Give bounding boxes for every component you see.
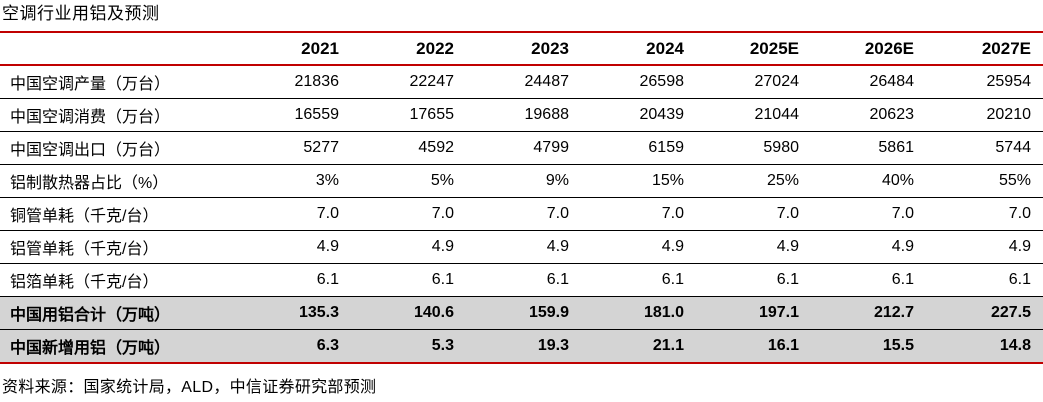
cell-value: 7.0: [801, 197, 916, 231]
cell-value: 181.0: [571, 296, 686, 330]
aluminum-forecast-table: 2021 2022 2023 2024 2025E 2026E 2027E 中国空调产量（万…: [0, 31, 1043, 364]
source-note: 资料来源：国家统计局，ALD，中信证券研究部预测: [2, 379, 377, 396]
cell-value: 20439: [571, 98, 686, 132]
cell-value: 55%: [916, 164, 1043, 198]
header-cell-year: 2027E: [916, 32, 1043, 66]
table-row: 铝管单耗（千克/台） 4.9 4.9 4.9 4.9 4.9 4.9 4.9: [0, 230, 1043, 264]
cell-value: 24487: [456, 65, 571, 99]
cell-value: 21836: [226, 65, 341, 99]
row-label: 中国空调产量（万台）: [0, 65, 226, 99]
cell-value: 15.5: [801, 329, 916, 364]
table-row: 铜管单耗（千克/台） 7.0 7.0 7.0 7.0 7.0 7.0 7.0: [0, 197, 1043, 231]
row-label: 中国空调消费（万台）: [0, 98, 226, 132]
cell-value: 7.0: [456, 197, 571, 231]
cell-value: 5.3: [341, 329, 456, 364]
cell-value: 27024: [686, 65, 801, 99]
cell-value: 6.1: [341, 263, 456, 297]
cell-value: 6.1: [456, 263, 571, 297]
cell-value: 3%: [226, 164, 341, 198]
cell-value: 19.3: [456, 329, 571, 364]
cell-value: 6.3: [226, 329, 341, 364]
row-label: 铝箔单耗（千克/台）: [0, 263, 226, 297]
cell-value: 25%: [686, 164, 801, 198]
table-row: 中国空调消费（万台） 16559 17655 19688 20439 21044 20623…: [0, 98, 1043, 132]
cell-value: 7.0: [916, 197, 1043, 231]
cell-value: 19688: [456, 98, 571, 132]
cell-value: 4.9: [341, 230, 456, 264]
cell-value: 21.1: [571, 329, 686, 364]
cell-value: 6.1: [916, 263, 1043, 297]
cell-value: 20210: [916, 98, 1043, 132]
cell-value: 25954: [916, 65, 1043, 99]
header-cell-year: 2023: [456, 32, 571, 66]
cell-value: 6.1: [686, 263, 801, 297]
cell-value: 20623: [801, 98, 916, 132]
row-label: 中国空调出口（万台）: [0, 131, 226, 165]
header-cell-year: 2026E: [801, 32, 916, 66]
cell-value: 5861: [801, 131, 916, 165]
cell-value: 4.9: [916, 230, 1043, 264]
figure-title: 空调行业用铝及预测: [2, 4, 160, 23]
cell-value: 135.3: [226, 296, 341, 330]
cell-value: 6.1: [801, 263, 916, 297]
cell-value: 26598: [571, 65, 686, 99]
cell-value: 17655: [341, 98, 456, 132]
cell-value: 16559: [226, 98, 341, 132]
cell-value: 21044: [686, 98, 801, 132]
cell-value: 6.1: [571, 263, 686, 297]
table-row: 中国新增用铝（万吨） 6.3 5.3 19.3 21.1 16.1 15.5 14.8: [0, 329, 1043, 364]
cell-value: 4.9: [801, 230, 916, 264]
cell-value: 5%: [341, 164, 456, 198]
row-label: 铝制散热器占比（%）: [0, 164, 226, 198]
cell-value: 5277: [226, 131, 341, 165]
cell-value: 5980: [686, 131, 801, 165]
cell-value: 7.0: [226, 197, 341, 231]
table-row: 铝箔单耗（千克/台） 6.1 6.1 6.1 6.1 6.1 6.1 6.1: [0, 263, 1043, 297]
cell-value: 159.9: [456, 296, 571, 330]
cell-value: 227.5: [916, 296, 1043, 330]
cell-value: 6.1: [226, 263, 341, 297]
table-row: 铝制散热器占比（%） 3% 5% 9% 15% 25% 40% 55%: [0, 164, 1043, 198]
cell-value: 7.0: [571, 197, 686, 231]
table-row: 中国空调出口（万台） 5277 4592 4799 6159 5980 5861 5744: [0, 131, 1043, 165]
header-cell-year: 2021: [226, 32, 341, 66]
header-cell-year: 2025E: [686, 32, 801, 66]
cell-value: 14.8: [916, 329, 1043, 364]
table-row: 中国用铝合计（万吨） 135.3 140.6 159.9 181.0 197.1 212.7…: [0, 296, 1043, 330]
cell-value: 15%: [571, 164, 686, 198]
cell-value: 26484: [801, 65, 916, 99]
cell-value: 7.0: [341, 197, 456, 231]
header-cell-year: 2024: [571, 32, 686, 66]
cell-value: 5744: [916, 131, 1043, 165]
cell-value: 4.9: [686, 230, 801, 264]
cell-value: 4.9: [571, 230, 686, 264]
row-label: 中国新增用铝（万吨）: [0, 329, 226, 364]
cell-value: 16.1: [686, 329, 801, 364]
cell-value: 9%: [456, 164, 571, 198]
cell-value: 22247: [341, 65, 456, 99]
table-body: 中国空调产量（万台） 21836 22247 24487 26598 27024 26484…: [0, 65, 1043, 364]
header-cell-label: [0, 32, 226, 66]
cell-value: 4799: [456, 131, 571, 165]
header-cell-year: 2022: [341, 32, 456, 66]
table-row: 中国空调产量（万台） 21836 22247 24487 26598 27024 26484…: [0, 65, 1043, 99]
cell-value: 4592: [341, 131, 456, 165]
table-header-row: 2021 2022 2023 2024 2025E 2026E 2027E: [0, 32, 1043, 66]
cell-value: 40%: [801, 164, 916, 198]
cell-value: 4.9: [226, 230, 341, 264]
cell-value: 4.9: [456, 230, 571, 264]
cell-value: 197.1: [686, 296, 801, 330]
cell-value: 212.7: [801, 296, 916, 330]
row-label: 铜管单耗（千克/台）: [0, 197, 226, 231]
cell-value: 6159: [571, 131, 686, 165]
row-label: 铝管单耗（千克/台）: [0, 230, 226, 264]
cell-value: 7.0: [686, 197, 801, 231]
row-label: 中国用铝合计（万吨）: [0, 296, 226, 330]
cell-value: 140.6: [341, 296, 456, 330]
